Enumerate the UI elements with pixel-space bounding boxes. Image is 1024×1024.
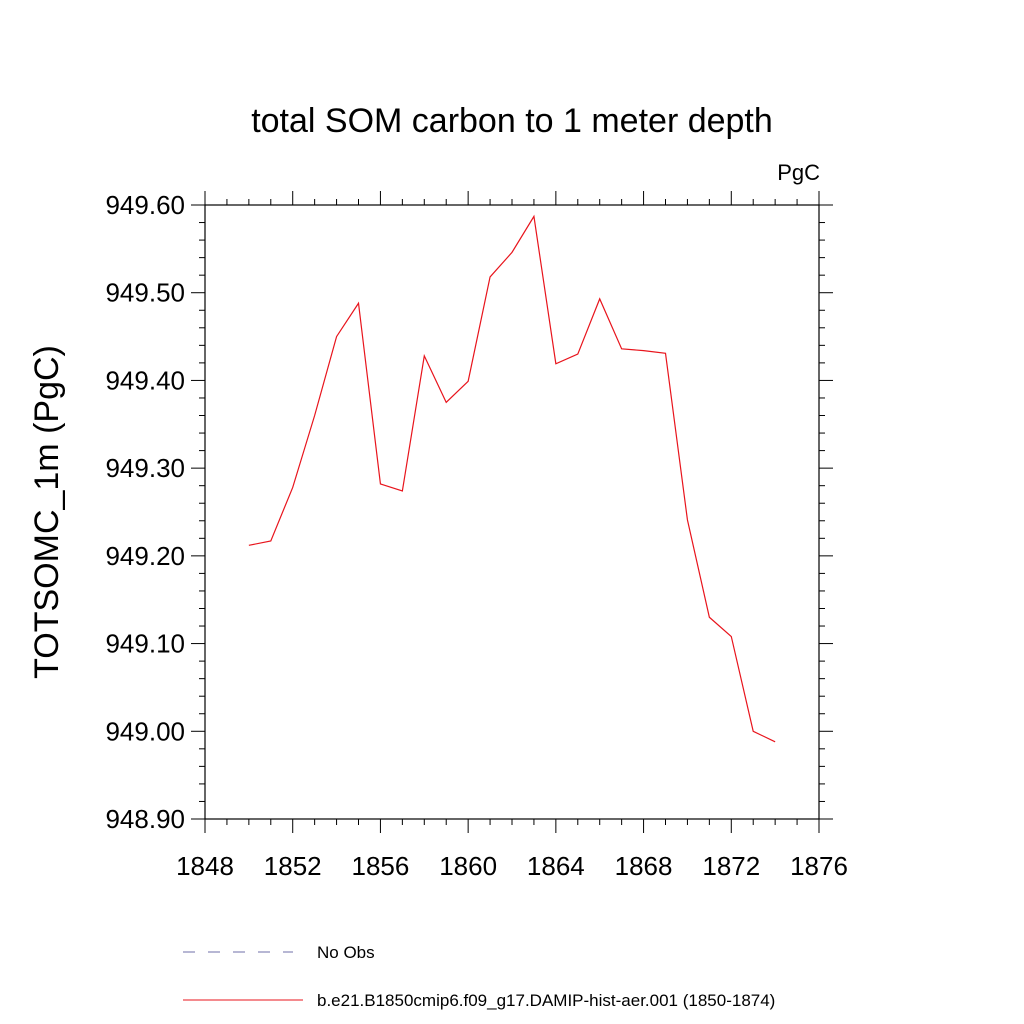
y-tick-label: 949.00 bbox=[105, 716, 185, 746]
plot-frame bbox=[204, 204, 820, 820]
y-tick-label: 949.20 bbox=[105, 541, 185, 571]
y-tick-label: 949.30 bbox=[105, 453, 185, 483]
y-tick-label: 948.90 bbox=[105, 804, 185, 834]
tick-labels: 1848 1852 1856 1860 1864 1868 1872 1876 948.90 94… bbox=[105, 190, 847, 881]
x-tick-label: 1864 bbox=[527, 851, 585, 881]
legend: No Obs b.e21.B1850cmip6.f09_g17.DAMIP-his… bbox=[183, 943, 775, 1010]
axis-ticks bbox=[191, 191, 833, 833]
units-label: PgC bbox=[777, 160, 820, 185]
y-tick-label: 949.60 bbox=[105, 190, 185, 220]
y-tick-label: 949.50 bbox=[105, 278, 185, 308]
x-tick-label: 1868 bbox=[615, 851, 673, 881]
y-axis-label: TOTSOMC_1m (PgC) bbox=[28, 345, 66, 679]
y-tick-label: 949.10 bbox=[105, 629, 185, 659]
x-tick-label: 1860 bbox=[439, 851, 497, 881]
chart-title: total SOM carbon to 1 meter depth bbox=[251, 102, 773, 140]
legend-label: No Obs bbox=[317, 943, 375, 962]
x-tick-label: 1876 bbox=[790, 851, 848, 881]
x-tick-label: 1848 bbox=[176, 851, 234, 881]
x-tick-label: 1872 bbox=[702, 851, 760, 881]
series-line bbox=[248, 214, 776, 743]
x-tick-label: 1856 bbox=[352, 851, 410, 881]
legend-label: b.e21.B1850cmip6.f09_g17.DAMIP-hist-aer.… bbox=[317, 991, 775, 1010]
y-tick-label: 949.40 bbox=[105, 365, 185, 395]
x-tick-label: 1852 bbox=[264, 851, 322, 881]
series-layer bbox=[248, 214, 776, 743]
